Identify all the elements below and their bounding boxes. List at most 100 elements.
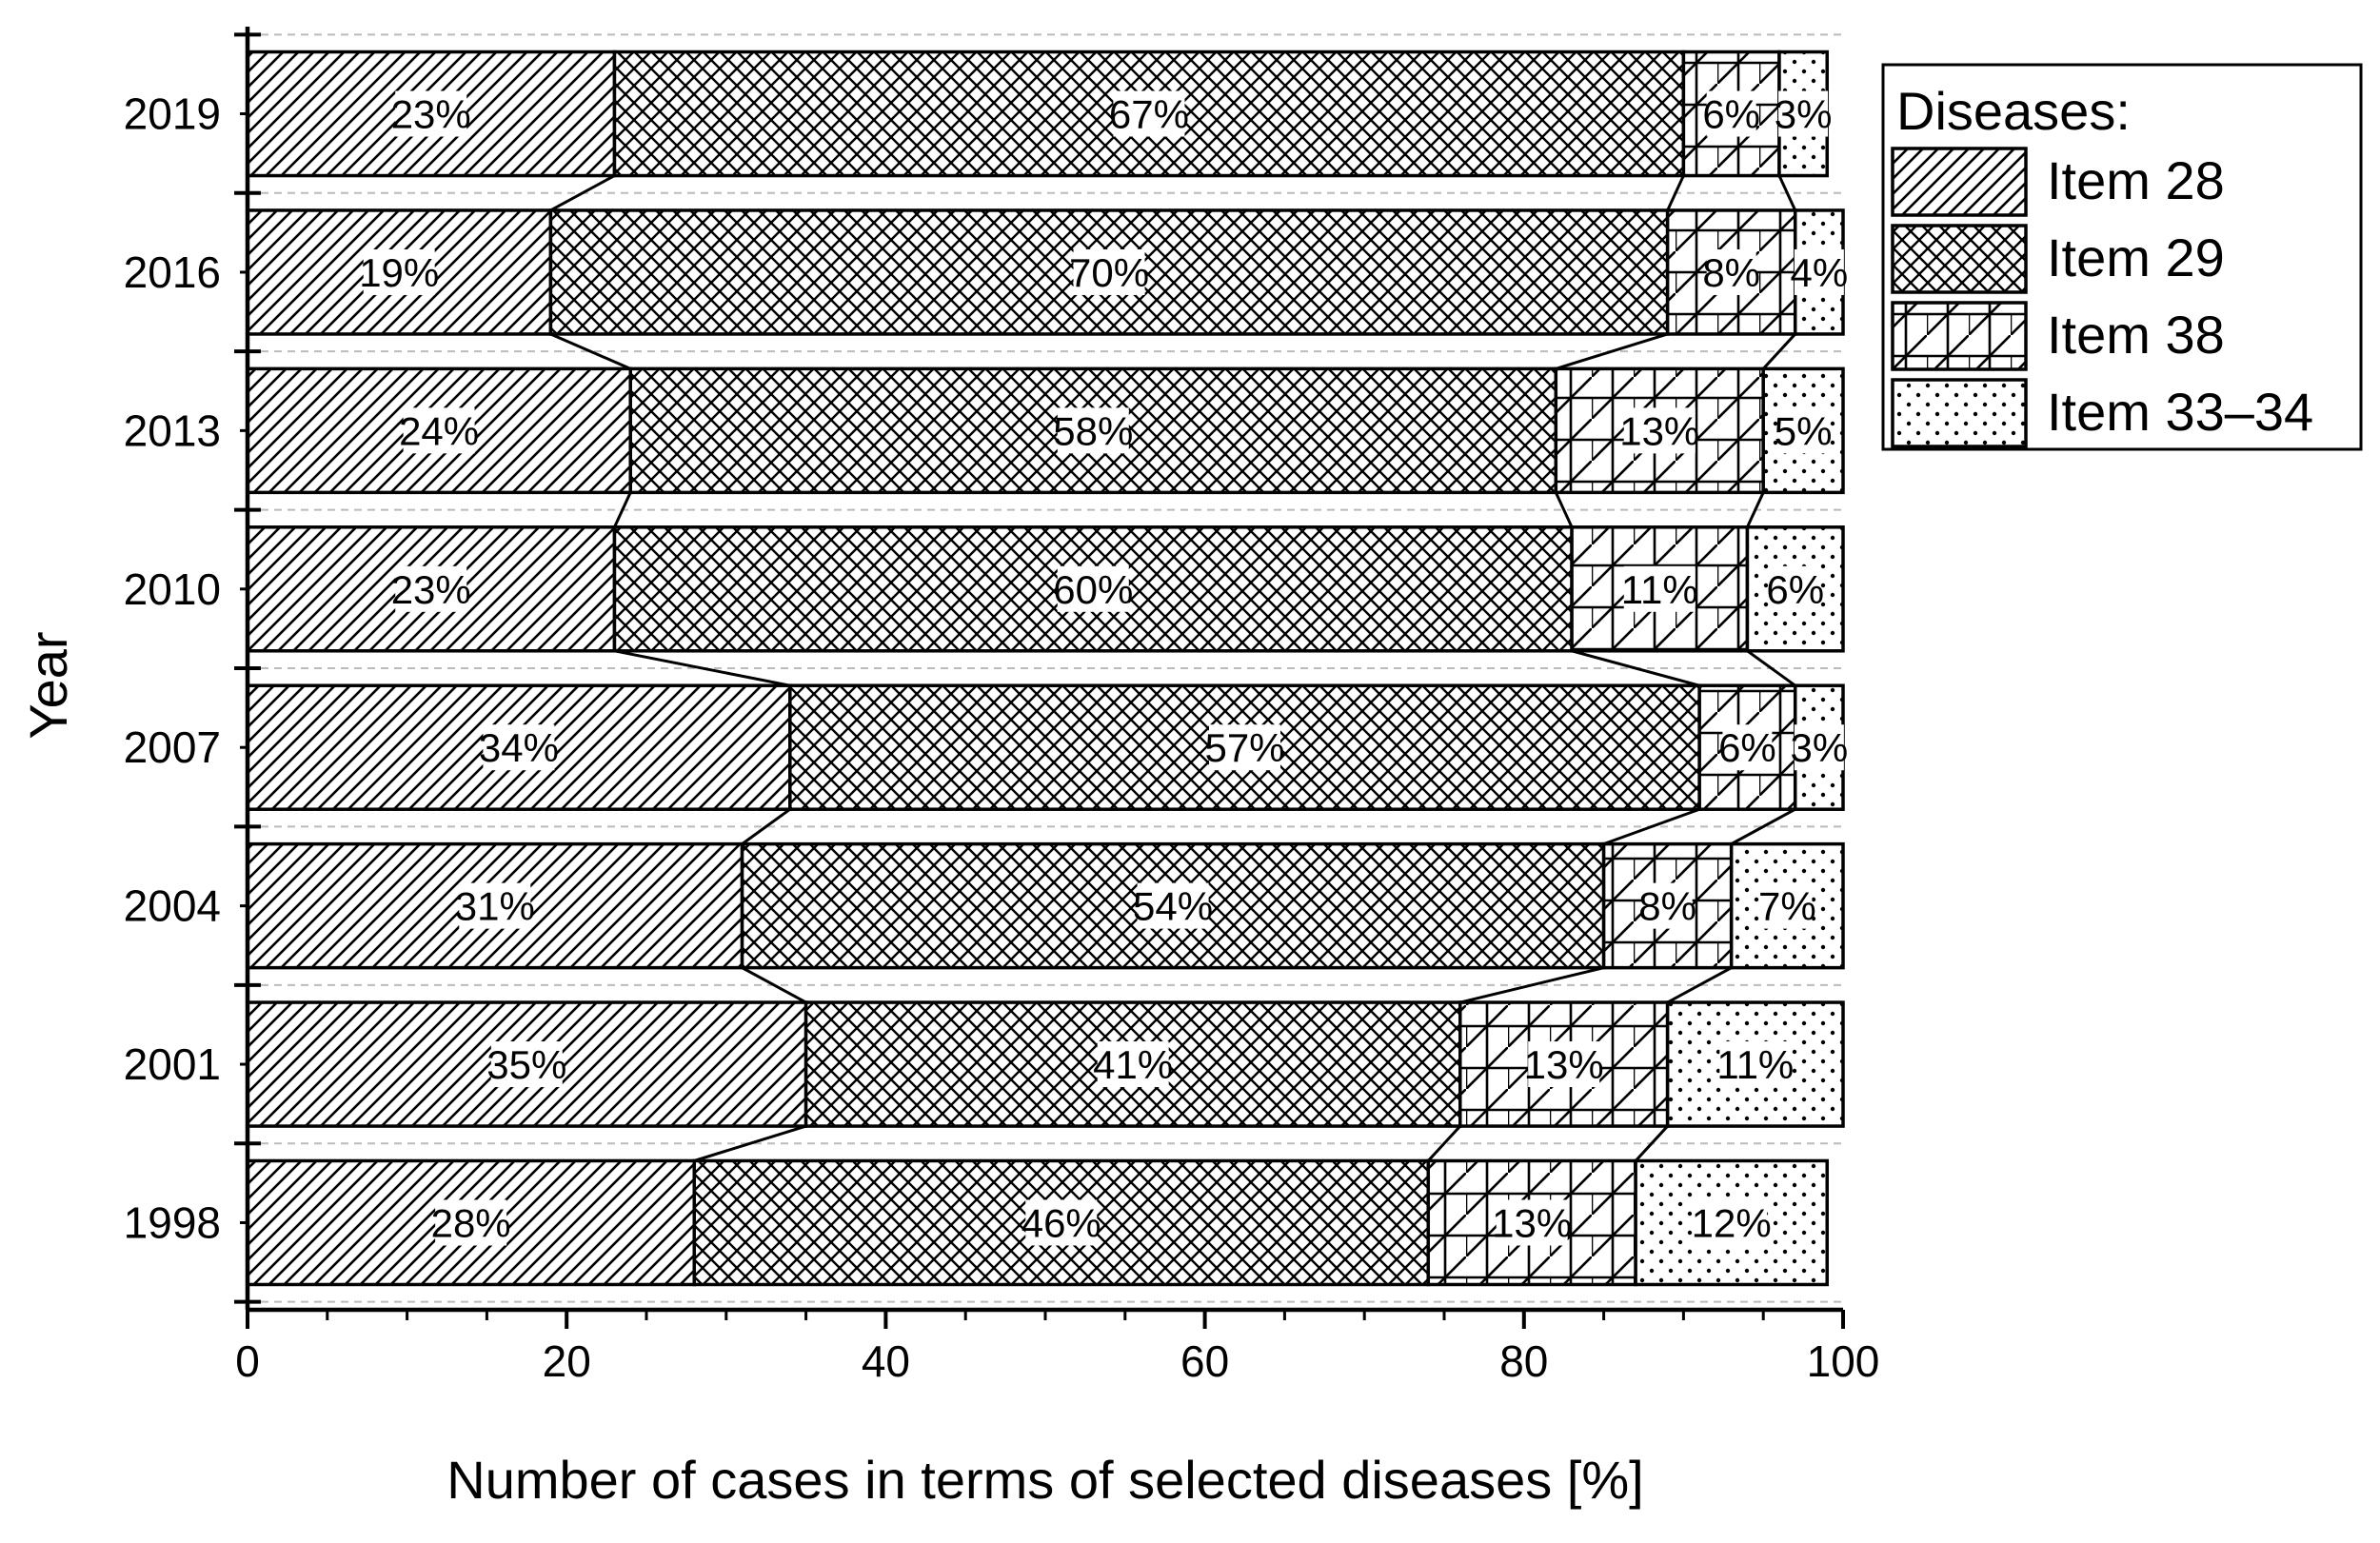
data-label: 58% — [1053, 408, 1133, 453]
x-tick-label: 0 — [235, 1336, 260, 1386]
connector-line — [1666, 174, 1685, 211]
connector-line — [1571, 649, 1700, 687]
connector-line — [1777, 174, 1797, 211]
connector-line — [741, 966, 807, 1004]
data-label: 46% — [1021, 1200, 1101, 1245]
data-label: 23% — [391, 92, 471, 137]
data-label: 60% — [1053, 567, 1133, 612]
connector-line — [741, 807, 791, 845]
y-tick-label: 2016 — [124, 247, 221, 297]
data-label: 57% — [1204, 725, 1284, 770]
data-label-bg — [1794, 724, 1844, 771]
data-label-bg — [1113, 90, 1185, 137]
connector-line — [1555, 332, 1669, 370]
data-label: 34% — [479, 725, 559, 770]
y-tick-label: 2004 — [124, 881, 221, 931]
y-tick-label: 2019 — [124, 89, 221, 139]
data-label: 19% — [359, 250, 439, 295]
legend-swatch-2 — [1891, 224, 2028, 294]
y-tick-label: 2010 — [124, 564, 221, 614]
connector-line — [1554, 491, 1574, 528]
data-label: 31% — [455, 884, 535, 929]
data-label-bg — [395, 565, 467, 612]
connector-line — [1666, 966, 1733, 1004]
data-label-bg — [1073, 248, 1145, 295]
data-label: 3% — [1775, 92, 1833, 137]
data-label: 13% — [1619, 408, 1699, 453]
data-label-bg — [1496, 1199, 1568, 1246]
data-label-bg — [1528, 1041, 1600, 1088]
data-label: 70% — [1069, 250, 1149, 295]
x-tick-label: 40 — [862, 1336, 910, 1386]
data-label: 11% — [1716, 1042, 1794, 1087]
data-label-bg — [1097, 1041, 1169, 1088]
y-tick-label: 1998 — [124, 1197, 221, 1247]
data-label: 35% — [486, 1042, 566, 1087]
data-label-bg — [1706, 90, 1756, 137]
data-label-bg — [490, 1041, 563, 1088]
data-label-bg — [1762, 882, 1813, 929]
data-label: 7% — [1758, 884, 1816, 929]
connector-line — [549, 332, 631, 370]
data-label: 67% — [1109, 92, 1189, 137]
data-label-bg — [363, 248, 435, 295]
bar-item-33-34-2013 — [1761, 366, 1845, 495]
data-label-bg — [1137, 882, 1209, 929]
data-label: 8% — [1638, 884, 1696, 929]
legend-swatch-1 — [1891, 147, 2028, 217]
y-tick-label: 2013 — [124, 406, 221, 455]
data-label: 13% — [1492, 1200, 1572, 1245]
bar-connector-lines — [549, 174, 1797, 1162]
x-tick-label: 60 — [1180, 1336, 1229, 1386]
data-label-bg — [1794, 248, 1844, 295]
data-labels: 23% 19% 24% 23% 34% 31% 35% 28% 67% 70% 58% 60% 57% 5… — [359, 90, 1849, 1246]
data-label-bg — [459, 882, 531, 929]
data-label: 5% — [1775, 408, 1833, 453]
data-label-bg — [395, 90, 467, 137]
data-label-bg — [1642, 882, 1693, 929]
legend-label-4: Item 33–34 — [2047, 382, 2313, 442]
y-tick-label: 2007 — [124, 722, 221, 772]
data-label-bg — [1057, 407, 1129, 454]
connector-line — [1730, 807, 1796, 845]
data-label: 3% — [1791, 725, 1849, 770]
data-label-bg — [1025, 1199, 1098, 1246]
connector-line — [613, 491, 632, 528]
x-tick-label: 100 — [1807, 1336, 1880, 1386]
connector-line — [1746, 649, 1796, 687]
legend: Diseases: Item 28 Item 29 Item 38 Item 33–3… — [1881, 63, 2363, 451]
y-axis-title: Year — [18, 631, 78, 739]
data-label: 28% — [431, 1200, 511, 1245]
y-tick-label: 2001 — [124, 1039, 221, 1089]
legend-swatch-4 — [1891, 378, 2028, 448]
data-label: 12% — [1692, 1200, 1772, 1245]
legend-label-1: Item 28 — [2047, 150, 2225, 210]
connector-line — [1459, 966, 1604, 1004]
data-label-bg — [1719, 1041, 1792, 1088]
data-label: 41% — [1093, 1042, 1173, 1087]
data-label-bg — [1722, 724, 1773, 771]
data-label-bg — [1623, 565, 1696, 612]
connector-line — [614, 649, 791, 687]
legend-swatch-3 — [1891, 301, 2028, 371]
data-label: 6% — [1702, 92, 1760, 137]
data-label-bg — [1706, 248, 1756, 295]
legend-label-3: Item 38 — [2047, 305, 2225, 365]
x-tick-label: 80 — [1499, 1336, 1548, 1386]
bar-item-29-2013 — [628, 366, 1558, 495]
axis-ticks: 2019 2016 2013 2010 2007 2004 2001 1998 0 20 40 60 8… — [124, 32, 1880, 1386]
data-label-bg — [1623, 407, 1696, 454]
data-label: 6% — [1766, 567, 1824, 612]
bar-item-28-2004 — [246, 841, 744, 970]
data-label: 4% — [1791, 250, 1849, 295]
legend-title: Diseases: — [1896, 81, 2131, 141]
data-label: 6% — [1718, 725, 1776, 770]
data-label-bg — [1778, 90, 1829, 137]
data-label-bg — [1778, 407, 1829, 454]
data-label-bg — [403, 407, 475, 454]
data-label: 11% — [1621, 567, 1698, 612]
data-label: 24% — [399, 408, 479, 453]
connector-line — [1762, 332, 1796, 370]
data-label-bg — [1770, 565, 1820, 612]
